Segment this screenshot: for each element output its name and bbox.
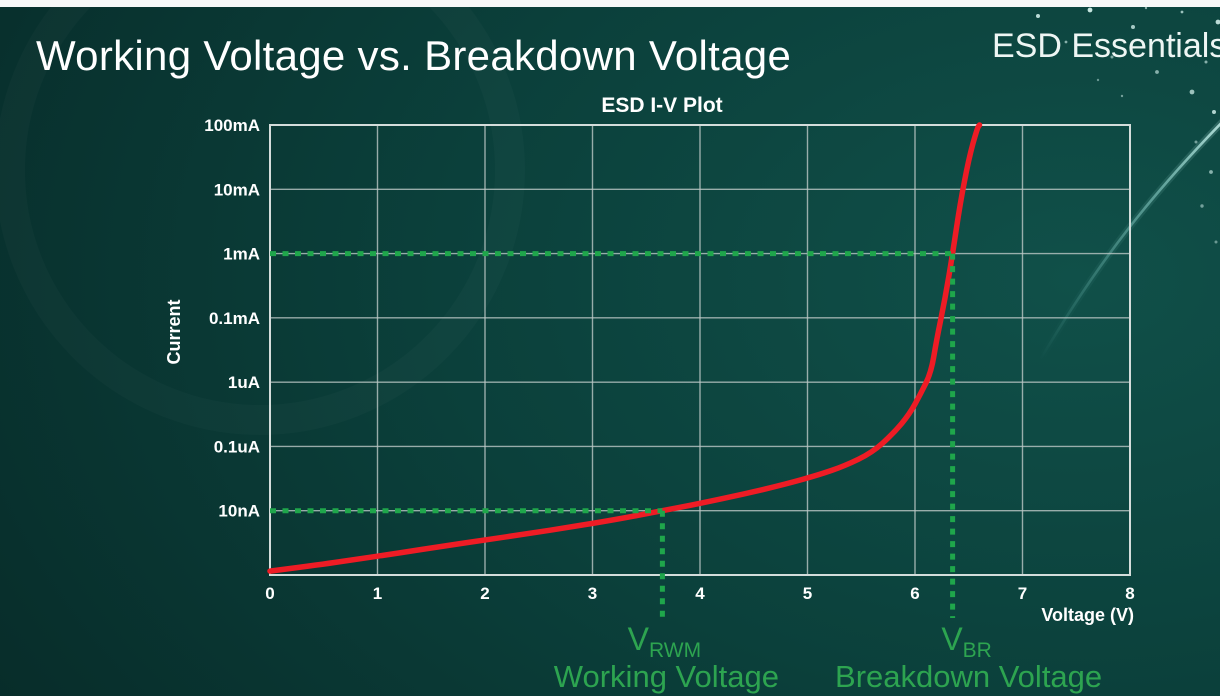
chart-title: ESD I-V Plot	[601, 94, 723, 117]
decor-curve	[1038, 122, 1220, 361]
axis-tick-labels: 0 1 2 3 4 5 6 7 8 100mA 10mA 1mA 0.1mA 1uA 0.1uA 10nA	[204, 116, 1135, 603]
sparkle-dot	[1036, 14, 1040, 18]
vbr-symbol-label: VBR	[941, 621, 992, 662]
top-edge-strip	[0, 0, 1220, 7]
brand-title: ESD Essentials	[992, 27, 1220, 65]
sparkle-dot	[1215, 19, 1220, 25]
sparkle-dot	[1110, 55, 1114, 59]
x-tick-label: 1	[373, 584, 382, 603]
sparkle-dot	[1144, 6, 1148, 10]
x-tick-label: 4	[695, 584, 705, 603]
iv-curve-group	[267, 122, 983, 574]
y-axis-title: Current	[164, 299, 184, 364]
x-axis-title: Voltage (V)	[1041, 605, 1134, 625]
sparkle-dot	[1120, 94, 1124, 98]
plot-border	[269, 124, 1131, 576]
sparkle-dot	[1200, 204, 1204, 208]
vbr-caption: Breakdown Voltage	[835, 659, 1102, 694]
y-tick-label: 100mA	[204, 116, 260, 135]
x-tick-label: 8	[1125, 584, 1134, 603]
sparkle-dot	[1204, 60, 1208, 64]
sparkle-dot	[1212, 110, 1216, 114]
sparkle-dot	[1064, 40, 1068, 44]
x-tick-label: 2	[480, 584, 489, 603]
sparkle-dot	[1172, 38, 1176, 42]
sparkle-dot	[1155, 70, 1159, 74]
sparkle-dot	[1209, 170, 1213, 174]
sparkle-dot	[1096, 78, 1100, 82]
y-tick-label: 0.1mA	[209, 309, 260, 328]
x-tick-label: 5	[803, 584, 812, 603]
x-tick-label: 7	[1018, 584, 1027, 603]
plot-grid	[269, 124, 1131, 576]
x-tick-label: 3	[588, 584, 597, 603]
x-tick-label: 6	[910, 584, 919, 603]
y-tick-label: 1uA	[228, 373, 260, 392]
y-tick-label: 10mA	[214, 180, 260, 199]
page-title: Working Voltage vs. Breakdown Voltage	[36, 32, 792, 79]
sparkle-dot	[1189, 89, 1195, 95]
y-tick-label: 0.1uA	[214, 437, 260, 456]
sparkle-dot	[1087, 7, 1093, 13]
sparkle-dot	[1194, 140, 1198, 144]
x-tick-label: 0	[265, 584, 274, 603]
vrwm-symbol-label: VRWM	[628, 621, 701, 662]
y-tick-label: 1mA	[223, 245, 260, 264]
sparkle-dot	[1131, 25, 1135, 29]
background-decor	[1036, 6, 1220, 362]
sparkle-dot	[1180, 10, 1184, 14]
iv-curve	[267, 122, 983, 574]
vrwm-caption: Working Voltage	[554, 659, 779, 694]
sparkle-dot	[1214, 240, 1218, 244]
y-tick-label: 10nA	[218, 502, 260, 521]
